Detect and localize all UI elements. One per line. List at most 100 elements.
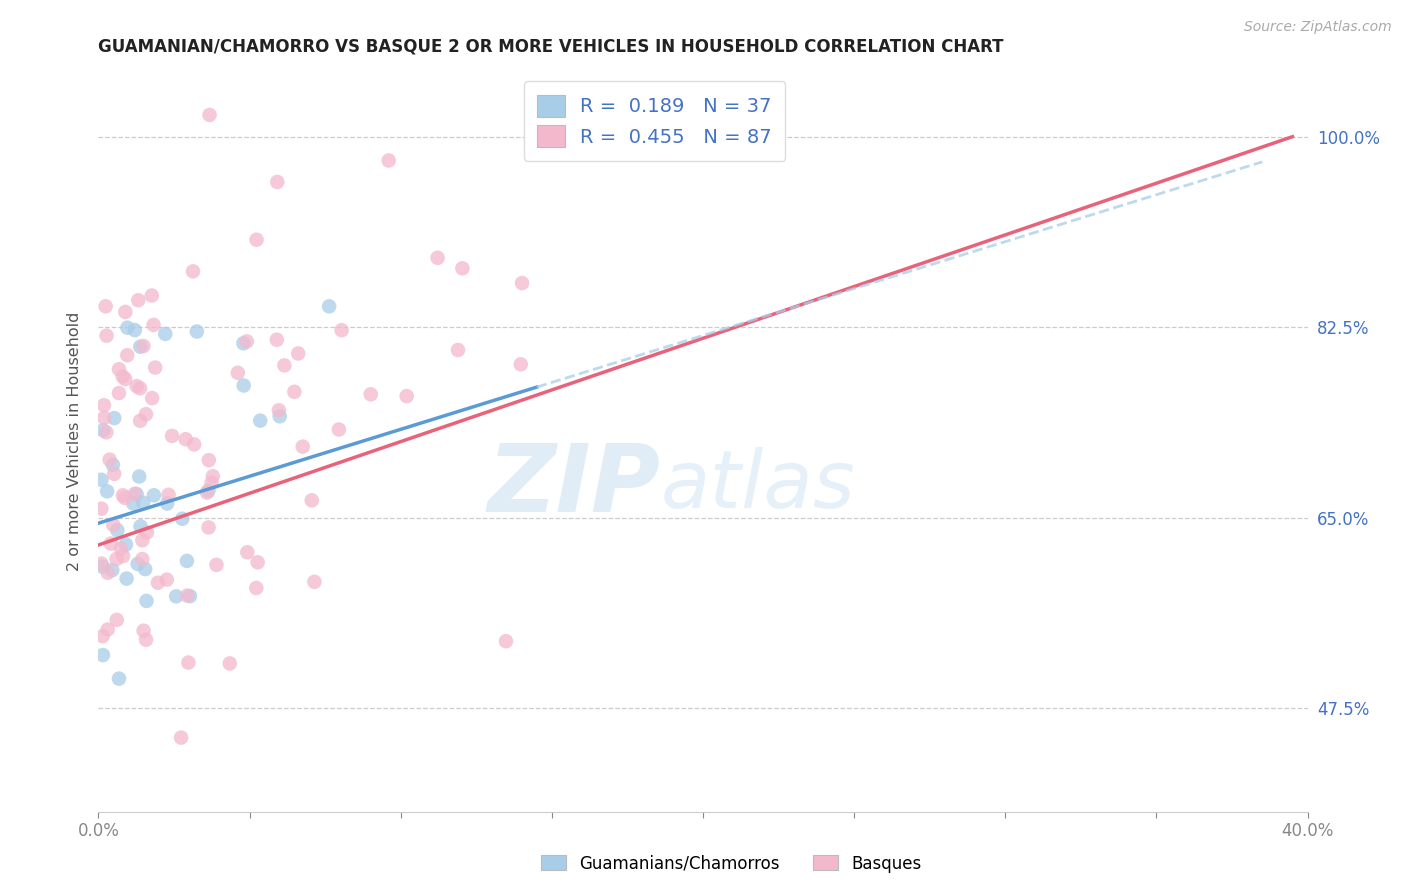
Point (287, 346, 309, 360)
Point (236, 334, 259, 349)
Point (160, 429, 183, 443)
Point (245, 581, 267, 595)
Point (186, 325, 208, 339)
Point (115, 537, 138, 551)
Point (91, 648, 114, 662)
Point (103, 518, 125, 533)
Point (273, 359, 295, 373)
Point (226, 366, 249, 380)
Point (124, 323, 146, 337)
Point (245, 233, 267, 247)
Point (90, 557, 112, 571)
Point (179, 589, 201, 603)
Point (93, 410, 115, 425)
Point (105, 613, 128, 627)
Point (143, 360, 166, 375)
Point (360, 387, 382, 401)
Point (612, 108, 634, 122)
Point (495, 634, 517, 648)
Point (134, 562, 156, 576)
Point (318, 299, 340, 313)
Point (108, 362, 131, 376)
Point (110, 541, 132, 556)
Point (128, 469, 150, 483)
Y-axis label: 2 or more Vehicles in Household: 2 or more Vehicles in Household (66, 312, 82, 571)
Point (176, 554, 198, 568)
Point (198, 453, 221, 467)
Point (156, 496, 179, 510)
Point (105, 552, 128, 566)
Point (108, 672, 131, 686)
Point (198, 108, 221, 122)
Point (105, 523, 128, 537)
Point (183, 437, 205, 451)
Point (117, 320, 139, 334)
Point (117, 348, 139, 362)
Point (135, 407, 157, 421)
Point (96, 484, 118, 499)
Point (232, 378, 254, 392)
Point (100, 536, 122, 550)
Point (127, 293, 149, 308)
Point (141, 288, 163, 302)
Point (330, 323, 353, 337)
Point (201, 469, 224, 483)
Point (328, 423, 350, 437)
Point (266, 175, 288, 189)
Point (96, 328, 118, 343)
Point (129, 340, 152, 354)
Point (266, 333, 288, 347)
Point (141, 391, 163, 405)
Point (124, 487, 146, 501)
Point (249, 414, 271, 428)
Point (115, 572, 138, 586)
Point (114, 372, 136, 386)
Point (97, 623, 120, 637)
Point (426, 251, 449, 265)
Point (200, 475, 222, 490)
Text: ZIP: ZIP (488, 440, 661, 532)
Point (127, 557, 149, 571)
Point (395, 389, 418, 403)
Point (114, 305, 136, 319)
Point (283, 384, 305, 399)
Point (93, 398, 115, 412)
Point (246, 555, 269, 569)
Point (170, 731, 193, 745)
Point (177, 656, 200, 670)
Point (195, 485, 218, 500)
Point (131, 552, 153, 566)
Point (218, 657, 240, 671)
Point (205, 558, 228, 572)
Legend: Guamanians/Chamorros, Basques: Guamanians/Chamorros, Basques (534, 848, 928, 880)
Point (108, 386, 131, 401)
Point (291, 440, 314, 454)
Point (111, 488, 134, 502)
Point (509, 357, 531, 371)
Point (157, 488, 180, 502)
Point (142, 488, 165, 502)
Text: GUAMANIAN/CHAMORRO VS BASQUE 2 OR MORE VEHICLES IN HOUSEHOLD CORRELATION CHART: GUAMANIAN/CHAMORRO VS BASQUE 2 OR MORE V… (98, 38, 1004, 56)
Point (155, 326, 177, 341)
Legend: R =  0.189   N = 37, R =  0.455   N = 87: R = 0.189 N = 37, R = 0.455 N = 87 (524, 81, 786, 161)
Point (304, 574, 326, 589)
Point (114, 491, 136, 505)
Point (136, 525, 159, 540)
Point (129, 381, 152, 395)
Point (129, 519, 152, 533)
Point (172, 512, 194, 526)
Point (451, 261, 474, 276)
Point (447, 343, 470, 357)
Point (101, 458, 124, 472)
Point (197, 483, 219, 498)
Point (135, 594, 157, 608)
Text: Source: ZipAtlas.com: Source: ZipAtlas.com (1244, 20, 1392, 34)
Point (156, 573, 179, 587)
Point (94, 299, 117, 313)
Point (232, 336, 254, 351)
Point (236, 545, 259, 559)
Point (122, 496, 145, 510)
Point (101, 563, 124, 577)
Point (301, 493, 323, 508)
Point (267, 403, 290, 417)
